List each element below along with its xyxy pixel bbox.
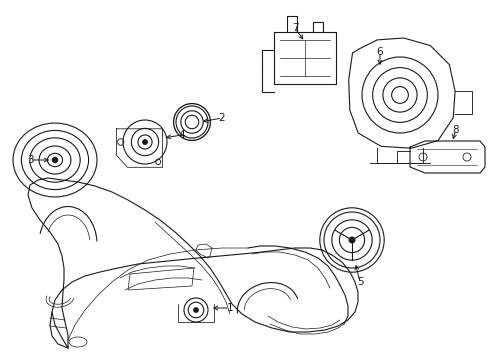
Text: 4: 4	[178, 130, 185, 140]
Circle shape	[193, 308, 198, 312]
Text: 6: 6	[376, 47, 383, 57]
Text: 2: 2	[218, 113, 225, 123]
Text: 1: 1	[226, 303, 233, 313]
Circle shape	[142, 140, 147, 144]
Text: 5: 5	[356, 277, 363, 287]
Text: 3: 3	[27, 155, 33, 165]
Circle shape	[348, 237, 354, 243]
Text: 8: 8	[452, 125, 458, 135]
Text: 7: 7	[291, 23, 298, 33]
Circle shape	[52, 157, 58, 162]
